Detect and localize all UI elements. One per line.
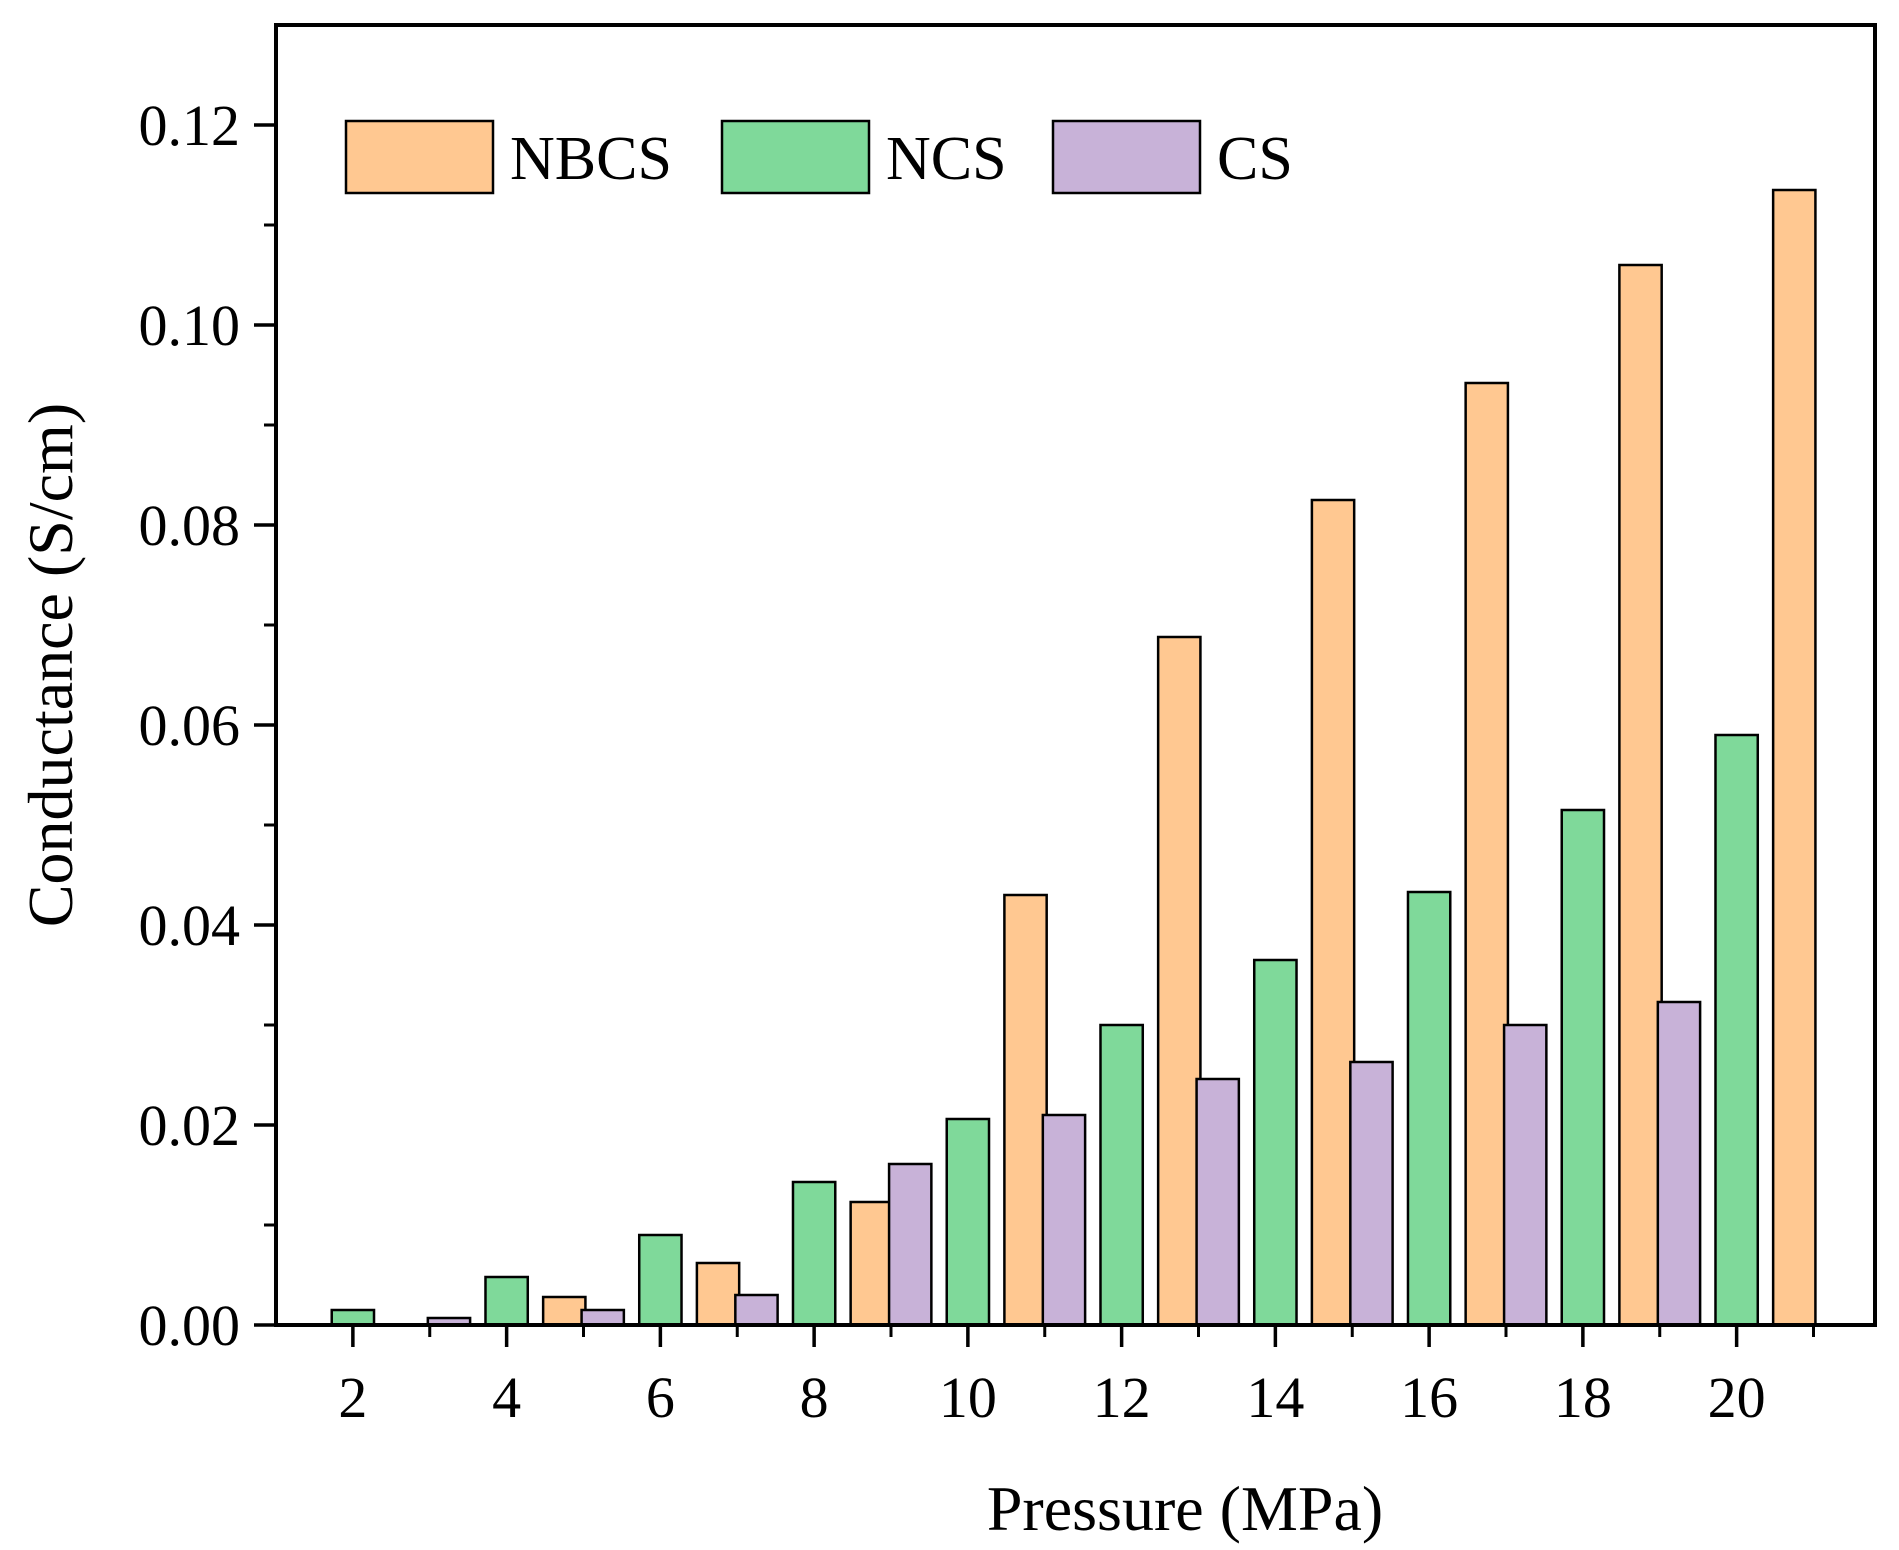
bar-ncs-7 xyxy=(1406,890,1452,1327)
bar-nbcs-2 xyxy=(849,1200,895,1327)
bar-ncs-5 xyxy=(1099,1023,1145,1327)
bar-cs-1 xyxy=(580,1308,626,1327)
y-tick-label-0: 0.00 xyxy=(139,1293,241,1358)
x-tick-label-4: 10 xyxy=(939,1365,997,1430)
bar-nbcs-3 xyxy=(1003,893,1048,1327)
bar-cs-8 xyxy=(1656,1000,1702,1327)
bar-ncs-0 xyxy=(330,1308,376,1327)
bar-nbcs-7 xyxy=(1618,263,1663,1327)
x-axis-title: Pressure (MPa) xyxy=(987,1473,1383,1544)
bar-nbcs-6 xyxy=(1464,381,1510,1327)
legend-label-cs: CS xyxy=(1217,125,1293,193)
bar-cs-4 xyxy=(1041,1113,1087,1327)
bar-ncs-3 xyxy=(791,1180,837,1327)
legend-swatch-cs xyxy=(1051,119,1202,195)
x-tick-label-7: 16 xyxy=(1400,1365,1458,1430)
legend-swatch-ncs xyxy=(720,119,871,195)
axes-layer: 2 4 6 8 10 12 14 16 18 20 0.00 0.02 0.04 0.06 0.08 0.10… xyxy=(139,23,1877,1430)
x-tick-label-0: 2 xyxy=(338,1365,367,1430)
bars-layer xyxy=(330,188,1817,1327)
y-tick-label-2: 0.04 xyxy=(139,893,241,958)
legend: NBCS NCS CS xyxy=(344,119,1293,195)
x-tick-label-2: 6 xyxy=(646,1365,675,1430)
bar-nbcs-0 xyxy=(541,1295,587,1327)
bar-ncs-8 xyxy=(1560,808,1606,1327)
x-tick-label-5: 12 xyxy=(1093,1365,1151,1430)
bar-ncs-6 xyxy=(1252,958,1298,1327)
bar-ncs-9 xyxy=(1714,733,1760,1327)
y-tick-label-5: 0.10 xyxy=(139,293,241,358)
bar-ncs-2 xyxy=(637,1233,683,1327)
legend-label-ncs: NCS xyxy=(886,125,1007,193)
y-tick-label-1: 0.02 xyxy=(139,1093,241,1158)
y-tick-label-3: 0.06 xyxy=(139,693,241,758)
bar-cs-3 xyxy=(887,1162,933,1327)
bar-cs-7 xyxy=(1502,1023,1548,1327)
y-tick-label-4: 0.08 xyxy=(139,493,241,558)
legend-label-nbcs: NBCS xyxy=(510,125,672,193)
x-tick-label-9: 20 xyxy=(1708,1365,1766,1430)
bar-nbcs-5 xyxy=(1310,498,1356,1327)
bar-ncs-1 xyxy=(484,1275,530,1327)
plot-frame xyxy=(274,23,1877,1327)
bar-cs-2 xyxy=(734,1293,779,1327)
bar-cs-6 xyxy=(1349,1060,1394,1327)
x-tick-label-8: 18 xyxy=(1554,1365,1612,1430)
legend-swatch-nbcs xyxy=(344,119,495,195)
x-tick-label-3: 8 xyxy=(800,1365,829,1430)
bar-nbcs-8 xyxy=(1771,188,1817,1327)
y-tick-label-6: 0.12 xyxy=(139,93,241,158)
bar-nbcs-4 xyxy=(1156,635,1202,1327)
x-tick-label-6: 14 xyxy=(1246,1365,1304,1430)
y-axis-title: Conductance (S/cm) xyxy=(15,403,86,927)
bar-nbcs-1 xyxy=(695,1261,741,1327)
bar-ncs-4 xyxy=(945,1117,991,1327)
bar-cs-5 xyxy=(1195,1077,1241,1327)
x-tick-label-1: 4 xyxy=(492,1365,521,1430)
